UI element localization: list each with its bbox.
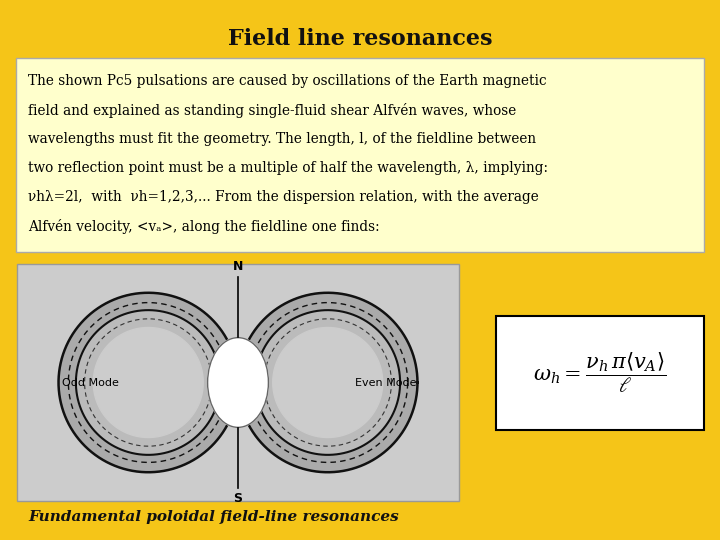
Text: Alfvén velocity, <vₐ>, along the fieldline one finds:: Alfvén velocity, <vₐ>, along the fieldli… — [28, 219, 379, 234]
Text: Even Mode: Even Mode — [355, 377, 416, 388]
Text: field and explained as standing single-fluid shear Alfvén waves, whose: field and explained as standing single-f… — [28, 103, 516, 118]
Polygon shape — [94, 327, 203, 437]
Text: Field line resonances: Field line resonances — [228, 28, 492, 50]
Text: $\omega_h = \dfrac{\nu_h\,\pi\langle v_A\rangle}{\ell}$: $\omega_h = \dfrac{\nu_h\,\pi\langle v_A… — [534, 350, 667, 395]
Text: Odd Mode: Odd Mode — [62, 377, 119, 388]
Polygon shape — [256, 310, 400, 455]
Text: νhλ=2l,  with  νh=1,2,3,... From the dispersion relation, with the average: νhλ=2l, with νh=1,2,3,... From the dispe… — [28, 190, 539, 204]
Text: wavelengths must fit the geometry. The length, l, of the fieldline between: wavelengths must fit the geometry. The l… — [28, 132, 536, 146]
FancyBboxPatch shape — [496, 316, 704, 430]
Polygon shape — [58, 293, 238, 472]
Text: two reflection point must be a multiple of half the wavelength, λ, implying:: two reflection point must be a multiple … — [28, 161, 548, 175]
FancyBboxPatch shape — [16, 58, 704, 252]
Polygon shape — [76, 310, 220, 455]
Text: N: N — [233, 260, 243, 273]
Polygon shape — [238, 293, 418, 472]
Ellipse shape — [207, 338, 269, 427]
FancyBboxPatch shape — [17, 264, 459, 501]
Text: Fundamental poloidal field-line resonances: Fundamental poloidal field-line resonanc… — [28, 510, 399, 524]
Text: The shown Pc5 pulsations are caused by oscillations of the Earth magnetic: The shown Pc5 pulsations are caused by o… — [28, 74, 546, 88]
Text: S: S — [233, 492, 243, 505]
Polygon shape — [273, 327, 383, 437]
